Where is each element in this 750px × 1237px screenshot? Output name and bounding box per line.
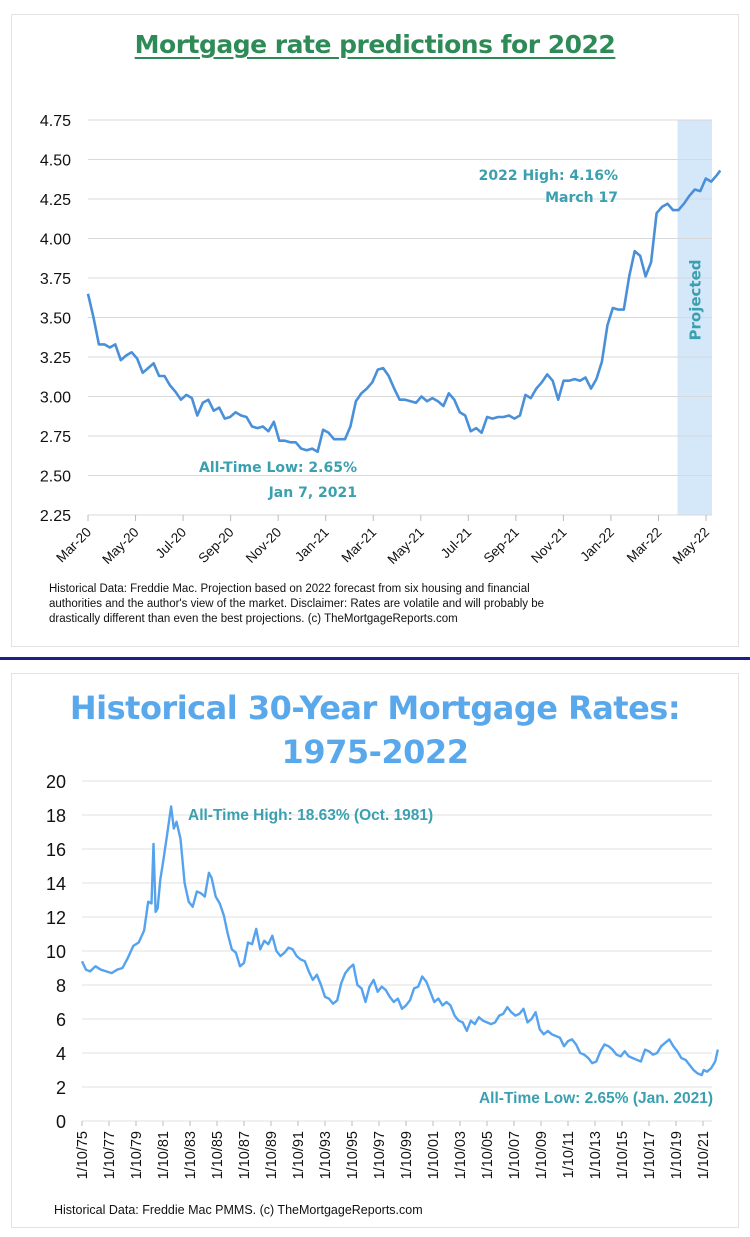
rate-line (86, 169, 722, 454)
y-tick-label: 4.50 (40, 153, 71, 170)
x-tick-label: 1/10/75 (75, 1131, 91, 1179)
x-tick-label: 1/10/99 (399, 1131, 415, 1179)
annotation-low: All-Time Low: 2.65% (199, 460, 357, 476)
x-tick-label: 1/10/87 (237, 1131, 253, 1179)
y-tick-label: 10 (46, 942, 66, 962)
x-tick-label: 1/10/97 (372, 1131, 388, 1179)
x-tick-label: 1/10/93 (318, 1131, 334, 1179)
x-tick-label: 1/10/13 (588, 1131, 604, 1179)
y-tick-label: 12 (46, 908, 66, 928)
annotation-2022-high-date: March 17 (545, 190, 618, 206)
annotation-2022-high: 2022 High: 4.16% (479, 168, 618, 184)
annotation-all-time-high: All-Time High: 18.63% (Oct. 1981) (188, 807, 433, 824)
y-tick-label: 2.25 (40, 508, 71, 525)
y-tick-label: 0 (56, 1112, 66, 1132)
x-tick-label: 1/10/21 (696, 1131, 712, 1179)
y-tick-label: 20 (46, 772, 66, 792)
y-tick-label: 4.00 (40, 232, 71, 249)
y-tick-label: 3.75 (40, 271, 71, 288)
x-tick-label: 1/10/15 (615, 1131, 631, 1179)
projected-label: Projected (687, 260, 705, 341)
chart-predictions: 4.75 4.50 4.25 4.00 3.75 3.50 3.25 3.00 2.75 2.50… (40, 113, 722, 567)
chart-title-predictions: Mortgage rate predictions for 2022 (134, 30, 616, 59)
x-tick-label: 1/10/07 (507, 1131, 523, 1179)
x-tick-label: 1/10/89 (264, 1131, 280, 1179)
x-tick-label: 1/10/19 (669, 1131, 685, 1179)
chart-title-historical: Historical 30-Year Mortgage Rates: 1975-… (0, 686, 750, 774)
y-tick-label: 3.25 (40, 350, 71, 367)
annotation-low-date: Jan 7, 2021 (268, 485, 357, 501)
section-divider (0, 657, 750, 660)
y-tick-label: 14 (46, 874, 66, 894)
x-tick-label: 1/10/77 (102, 1131, 118, 1179)
x-tick-label: 1/10/81 (156, 1131, 172, 1179)
y-tick-label: 2.75 (40, 429, 71, 446)
y-tick-label: 2.50 (40, 469, 71, 486)
x-tick-label: 1/10/91 (291, 1131, 307, 1179)
y-tick-label: 2 (56, 1078, 66, 1098)
chart-title-line1: Historical 30-Year Mortgage Rates: (69, 689, 681, 727)
x-tick-label: 1/10/85 (210, 1131, 226, 1179)
chart-note-historical: Historical Data: Freddie Mac PMMS. (c) T… (54, 1203, 423, 1217)
annotation-all-time-low: All-Time Low: 2.65% (Jan. 2021) (479, 1090, 713, 1107)
x-tick-label: 1/10/11 (561, 1131, 577, 1178)
y-tick-label: 6 (56, 1010, 66, 1030)
x-tick-label: 1/10/05 (480, 1131, 496, 1179)
y-tick-label: 8 (56, 976, 66, 996)
x-tick-label: 1/10/17 (642, 1131, 658, 1179)
x-tick-label: 1/10/83 (183, 1131, 199, 1179)
x-tick-label: 1/10/09 (534, 1131, 550, 1179)
y-tick-label: 4 (56, 1044, 66, 1064)
chart-title-line2: 1975-2022 (281, 733, 469, 771)
y-tick-label: 18 (46, 806, 66, 826)
chart-note-predictions: Historical Data: Freddie Mac. Projection… (49, 583, 545, 625)
y-tick-label: 4.25 (40, 192, 71, 209)
y-tick-label: 4.75 (40, 113, 71, 130)
y-tick-label: 16 (46, 840, 66, 860)
x-tick-label: 1/10/95 (345, 1131, 361, 1179)
x-tick-label: 1/10/79 (129, 1131, 145, 1179)
rate-line (80, 805, 719, 1077)
x-tick-label: 1/10/01 (426, 1131, 442, 1179)
y-tick-label: 3.50 (40, 311, 71, 328)
x-tick-label: 1/10/03 (453, 1131, 469, 1179)
y-tick-label: 3.00 (40, 390, 71, 407)
